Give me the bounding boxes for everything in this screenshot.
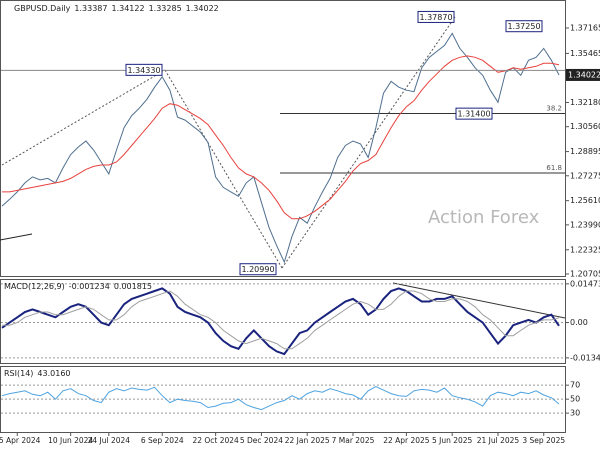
annotation-label: 1.37870 — [419, 13, 452, 22]
y-tick-label: 1.28895 — [570, 147, 600, 156]
x-tick-label: 22 Oct 2024 — [192, 436, 239, 445]
trend-line — [281, 16, 456, 269]
rsi-header-item: RSI(14) — [4, 369, 33, 378]
x-tick-label: 5 Jun 2025 — [432, 436, 473, 445]
macd-trend-line — [392, 282, 566, 319]
symbol: GBPUSD.Daily — [14, 4, 71, 13]
fib-label: 61.8 — [546, 164, 562, 172]
y-tick-label: 0.014734 — [570, 279, 600, 288]
y-tick-label: 1.32180 — [570, 98, 600, 107]
x-tick-label: 10 Jun 2024 — [48, 436, 93, 445]
trend-line — [1, 69, 166, 166]
y-tick-label: 1.35465 — [570, 49, 600, 58]
price-panel — [0, 0, 566, 277]
watermark: Action Forex — [428, 207, 540, 228]
rsi-title: RSI(14) 43.0160 — [4, 369, 71, 378]
ohlc-value: 1.33387 — [74, 4, 107, 13]
x-tick-label: 3 Sep 2025 — [522, 436, 565, 445]
macd-header-item: 0.001815 — [114, 282, 152, 291]
annotation-box — [125, 63, 163, 76]
annotation-label: 1.31400 — [457, 110, 490, 119]
x-tick-label: 5 Dec 2024 — [240, 436, 283, 445]
x-tick-label: 24 Jul 2024 — [88, 436, 131, 445]
series-line — [1, 386, 560, 411]
series-line — [2, 55, 560, 220]
annotation-box — [505, 20, 543, 33]
annotation-label: 1.20990 — [241, 265, 274, 274]
macd-panel — [0, 279, 566, 364]
x-tick-label: 22 Jan 2025 — [285, 436, 330, 445]
y-tick-label: 1.22325 — [570, 245, 600, 254]
current-price-box — [566, 68, 600, 81]
series-line — [1, 287, 560, 356]
macd-header-item: -0.001234 — [69, 282, 110, 291]
y-tick-label: 1.23990 — [570, 220, 600, 229]
y-tick-label: 30 — [570, 409, 580, 418]
ohlc-value: 1.33285 — [149, 4, 182, 13]
macd-header-item: MACD(12,26,9) — [4, 282, 65, 291]
x-tick-label: 21 Jul 2025 — [477, 436, 520, 445]
series-line — [2, 290, 560, 350]
x-tick-label: 7 Mar 2025 — [332, 436, 375, 445]
x-tick-label: 6 Sep 2024 — [141, 436, 184, 445]
y-tick-label: 0.00 — [570, 318, 588, 327]
macd-title: MACD(12,26,9) -0.001234 0.001815 — [4, 282, 152, 291]
y-tick-label: 1.30560 — [570, 122, 600, 131]
y-tick-label: 70 — [570, 381, 580, 390]
y-tick-label: 1.25610 — [570, 196, 600, 205]
y-tick-label: 50 — [570, 395, 580, 404]
y-tick-label: 1.37165 — [570, 23, 600, 32]
y-tick-label: 1.20705 — [570, 269, 600, 278]
annotation-label: 1.37250 — [507, 22, 540, 31]
rsi-header-item: 43.0160 — [37, 369, 70, 378]
annotation-box — [455, 107, 493, 120]
y-tick-label: -0.013442 — [570, 353, 600, 362]
ohlc-value: 1.34022 — [186, 4, 219, 13]
x-tick-label: 25 Apr 2024 — [0, 436, 41, 445]
annotation-box — [239, 263, 277, 276]
annotation-label: 1.34330 — [127, 66, 160, 75]
current-price-label: 1.34022 — [568, 70, 600, 79]
header: GBPUSD.Daily 1.33387 1.34122 1.33285 1.34022 — [14, 4, 219, 13]
ohlc-value: 1.34122 — [111, 4, 144, 13]
fib-label: 38.2 — [546, 105, 562, 113]
annotation-box — [417, 10, 455, 23]
x-tick-label: 22 Apr 2025 — [383, 436, 430, 445]
trend-line — [0, 233, 33, 241]
y-tick-label: 1.27275 — [570, 171, 600, 180]
